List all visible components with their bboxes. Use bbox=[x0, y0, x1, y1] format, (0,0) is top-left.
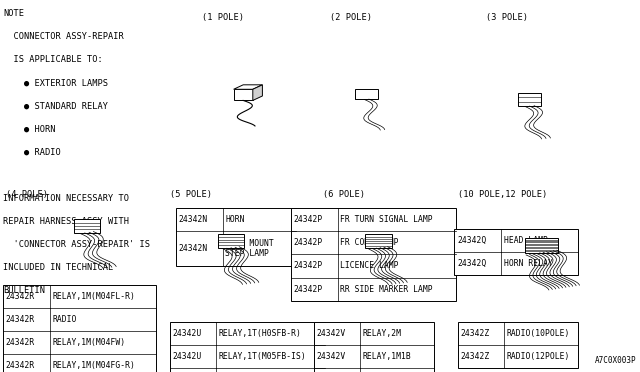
Text: NOTE: NOTE bbox=[3, 9, 24, 18]
Text: 24342P: 24342P bbox=[294, 215, 323, 224]
Bar bbox=[234, 89, 253, 100]
Text: 24342Q: 24342Q bbox=[457, 236, 486, 245]
Text: 24342P: 24342P bbox=[294, 238, 323, 247]
Text: CONNECTOR ASSY-REPAIR: CONNECTOR ASSY-REPAIR bbox=[3, 32, 124, 41]
Text: 24342V: 24342V bbox=[316, 352, 346, 361]
Bar bbox=[74, 219, 100, 232]
Text: RELAY,1T(M05FB-IS): RELAY,1T(M05FB-IS) bbox=[219, 352, 307, 361]
Text: IS APPLICABLE TO:: IS APPLICABLE TO: bbox=[3, 55, 103, 64]
Bar bbox=[355, 89, 378, 99]
Text: 24342R: 24342R bbox=[6, 361, 35, 370]
Bar bbox=[525, 238, 558, 253]
Text: 24342U: 24342U bbox=[172, 352, 202, 361]
Text: (3 POLE): (3 POLE) bbox=[486, 13, 529, 22]
Bar bbox=[218, 234, 244, 248]
Text: 'CONNECTOR ASSY-REPAIR' IS: 'CONNECTOR ASSY-REPAIR' IS bbox=[3, 240, 150, 249]
Text: BULLETIN: BULLETIN bbox=[3, 286, 45, 295]
Text: 24342R: 24342R bbox=[6, 315, 35, 324]
Text: 24342P: 24342P bbox=[294, 262, 323, 270]
Bar bbox=[3, 285, 156, 372]
Text: ● HORN: ● HORN bbox=[3, 125, 56, 134]
Text: 24342P: 24342P bbox=[294, 285, 323, 294]
Text: (10 POLE,12 POLE): (10 POLE,12 POLE) bbox=[458, 190, 547, 199]
Text: RELAY,1M(M04FL-R): RELAY,1M(M04FL-R) bbox=[52, 292, 135, 301]
Text: A7C0X003P: A7C0X003P bbox=[595, 356, 637, 365]
Text: FR COMB LAMP: FR COMB LAMP bbox=[340, 238, 399, 247]
Text: 24342R: 24342R bbox=[6, 292, 35, 301]
Text: 24342V: 24342V bbox=[316, 329, 346, 338]
Bar bbox=[176, 208, 296, 266]
Text: LICENCE LAMP: LICENCE LAMP bbox=[340, 262, 399, 270]
Text: HORN RELAY: HORN RELAY bbox=[504, 259, 552, 268]
Text: 24342N: 24342N bbox=[179, 215, 208, 224]
Text: RADIO(12POLE): RADIO(12POLE) bbox=[507, 352, 570, 361]
Text: 24342Z: 24342Z bbox=[460, 352, 490, 361]
Text: RELAY,2M: RELAY,2M bbox=[363, 329, 402, 338]
Polygon shape bbox=[253, 85, 262, 100]
Text: (4 POLE): (4 POLE) bbox=[6, 190, 49, 199]
Bar bbox=[458, 322, 578, 368]
Text: (6 POLE): (6 POLE) bbox=[323, 190, 365, 199]
Text: RELAY,1M1B: RELAY,1M1B bbox=[363, 352, 412, 361]
Text: INCLUDED IN TECHNICAL: INCLUDED IN TECHNICAL bbox=[3, 263, 113, 272]
Text: REPAIR HARNESS ASSY WITH: REPAIR HARNESS ASSY WITH bbox=[3, 217, 129, 226]
Text: (2 POLE): (2 POLE) bbox=[330, 13, 372, 22]
Text: FR TURN SIGNAL LAMP: FR TURN SIGNAL LAMP bbox=[340, 215, 433, 224]
Polygon shape bbox=[234, 85, 262, 89]
Text: RR SIDE MARKER LAMP: RR SIDE MARKER LAMP bbox=[340, 285, 433, 294]
Bar bbox=[518, 93, 541, 106]
Text: (5 POLE): (5 POLE) bbox=[170, 190, 212, 199]
Text: ● STANDARD RELAY: ● STANDARD RELAY bbox=[3, 102, 108, 110]
Text: HIGH MOUNT
STEP LAMP: HIGH MOUNT STEP LAMP bbox=[225, 239, 274, 259]
Bar bbox=[170, 322, 325, 372]
Text: RADIO(10POLE): RADIO(10POLE) bbox=[507, 329, 570, 338]
Text: 24342R: 24342R bbox=[6, 338, 35, 347]
Text: HORN: HORN bbox=[225, 215, 244, 224]
Text: ● EXTERIOR LAMPS: ● EXTERIOR LAMPS bbox=[3, 78, 108, 87]
Bar bbox=[291, 208, 456, 301]
Text: INFORMATION NECESSARY TO: INFORMATION NECESSARY TO bbox=[3, 194, 129, 203]
Text: 24342U: 24342U bbox=[172, 329, 202, 338]
Text: RELAY,1M(M04FG-R): RELAY,1M(M04FG-R) bbox=[52, 361, 135, 370]
Text: 24342N: 24342N bbox=[179, 244, 208, 253]
Text: HEAD LAMP: HEAD LAMP bbox=[504, 236, 548, 245]
Bar bbox=[454, 229, 578, 275]
Text: (1 POLE): (1 POLE) bbox=[202, 13, 244, 22]
Bar bbox=[314, 322, 434, 372]
Text: RELAY,1T(H0SFB-R): RELAY,1T(H0SFB-R) bbox=[219, 329, 301, 338]
Text: RELAY,1M(M04FW): RELAY,1M(M04FW) bbox=[52, 338, 125, 347]
Text: ● RADIO: ● RADIO bbox=[3, 148, 61, 157]
Text: RADIO: RADIO bbox=[52, 315, 77, 324]
Text: 24342Z: 24342Z bbox=[460, 329, 490, 338]
Bar bbox=[365, 234, 392, 248]
Text: 24342Q: 24342Q bbox=[457, 259, 486, 268]
